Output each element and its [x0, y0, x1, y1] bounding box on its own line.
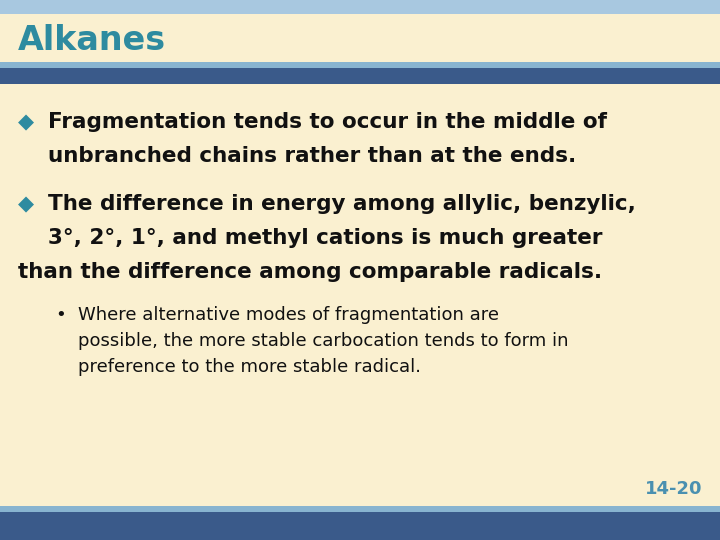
- Bar: [0, 14, 720, 62]
- Text: 14-20: 14-20: [644, 480, 702, 498]
- Bar: [0, 62, 720, 68]
- Bar: [0, 0, 720, 14]
- Bar: [0, 62, 720, 84]
- Text: 3°, 2°, 1°, and methyl cations is much greater: 3°, 2°, 1°, and methyl cations is much g…: [48, 228, 603, 248]
- Text: preference to the more stable radical.: preference to the more stable radical.: [78, 358, 421, 376]
- Text: Alkanes: Alkanes: [18, 24, 166, 57]
- Bar: [0, 512, 720, 540]
- Text: •: •: [55, 306, 66, 324]
- Text: The difference in energy among allylic, benzylic,: The difference in energy among allylic, …: [48, 194, 636, 214]
- Text: ◆: ◆: [18, 112, 34, 132]
- Text: than the difference among comparable radicals.: than the difference among comparable rad…: [18, 262, 602, 282]
- Text: possible, the more stable carbocation tends to form in: possible, the more stable carbocation te…: [78, 332, 569, 350]
- Text: Fragmentation tends to occur in the middle of: Fragmentation tends to occur in the midd…: [48, 112, 607, 132]
- Bar: [0, 506, 720, 512]
- Text: Where alternative modes of fragmentation are: Where alternative modes of fragmentation…: [78, 306, 499, 324]
- Text: ◆: ◆: [18, 194, 34, 214]
- Text: unbranched chains rather than at the ends.: unbranched chains rather than at the end…: [48, 146, 576, 166]
